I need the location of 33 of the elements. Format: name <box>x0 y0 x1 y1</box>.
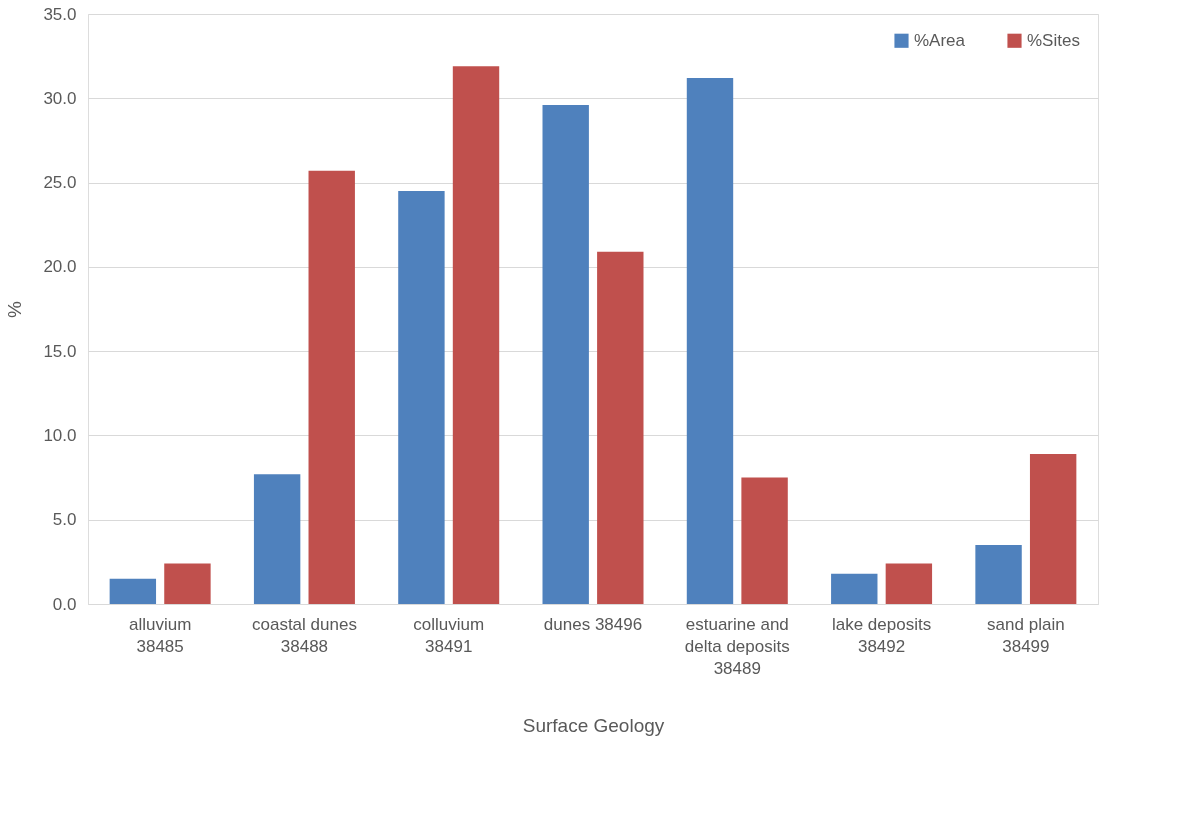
y-tick-label: 25.0 <box>43 173 77 193</box>
bar <box>885 563 933 604</box>
bar <box>975 545 1022 604</box>
bar <box>398 191 445 604</box>
bar <box>542 105 589 604</box>
y-tick-label: 10.0 <box>43 425 77 445</box>
x-tick-label: alluvium 38485 <box>128 614 192 656</box>
x-tick-label: lake deposits 38492 <box>831 614 932 656</box>
y-tick-label: 15.0 <box>43 341 77 361</box>
y-axis-title: % <box>4 300 26 318</box>
legend-label: %Area <box>914 30 966 50</box>
bar <box>831 573 878 604</box>
y-tick-label: 0.0 <box>52 594 77 614</box>
bar <box>741 477 788 604</box>
bar <box>308 170 355 604</box>
x-tick-label: sand plain 38499 <box>987 614 1065 656</box>
y-tick-label: 35.0 <box>43 4 77 24</box>
x-tick-label: coastal dunes 38488 <box>251 614 357 656</box>
x-tick-label: colluvium 38491 <box>413 614 485 656</box>
bar <box>597 251 644 604</box>
y-tick-label: 30.0 <box>43 88 77 108</box>
bar <box>253 474 301 604</box>
x-tick-label: estuarine and delta deposits 38489 <box>684 614 790 678</box>
legend-label: %Sites <box>1027 30 1080 50</box>
y-tick-label: 20.0 <box>43 257 77 277</box>
bar <box>686 78 734 604</box>
x-tick-label: dunes 38496 <box>543 614 643 634</box>
y-tick-label: 5.0 <box>52 510 77 530</box>
bar <box>109 578 157 604</box>
bar <box>1029 453 1077 604</box>
x-axis-title: Surface Geology <box>522 714 665 736</box>
bar <box>164 563 211 604</box>
bar <box>452 66 500 604</box>
